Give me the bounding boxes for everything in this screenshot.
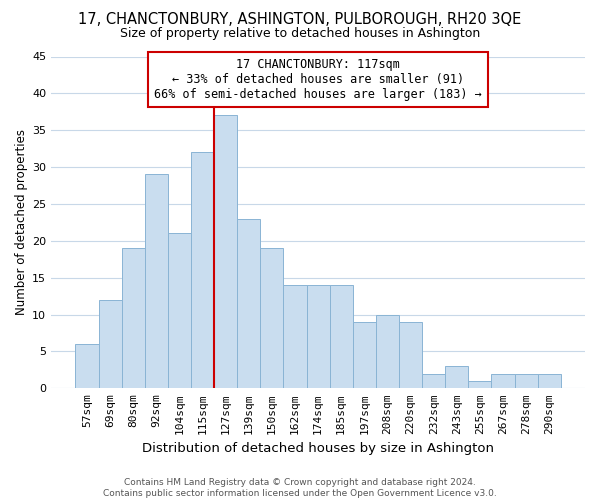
Bar: [422, 374, 445, 388]
Text: Contains HM Land Registry data © Crown copyright and database right 2024.
Contai: Contains HM Land Registry data © Crown c…: [103, 478, 497, 498]
Bar: [491, 374, 515, 388]
Bar: [445, 366, 468, 388]
Bar: [283, 285, 307, 389]
Bar: [538, 374, 561, 388]
Bar: [399, 322, 422, 388]
Bar: [376, 314, 399, 388]
Bar: [515, 374, 538, 388]
Bar: [237, 218, 260, 388]
Bar: [98, 300, 122, 388]
Bar: [122, 248, 145, 388]
Y-axis label: Number of detached properties: Number of detached properties: [15, 130, 28, 316]
X-axis label: Distribution of detached houses by size in Ashington: Distribution of detached houses by size …: [142, 442, 494, 455]
Bar: [145, 174, 168, 388]
Bar: [191, 152, 214, 388]
Bar: [329, 285, 353, 389]
Bar: [468, 381, 491, 388]
Bar: [168, 234, 191, 388]
Bar: [307, 285, 329, 389]
Text: 17, CHANCTONBURY, ASHINGTON, PULBOROUGH, RH20 3QE: 17, CHANCTONBURY, ASHINGTON, PULBOROUGH,…: [79, 12, 521, 28]
Bar: [76, 344, 98, 389]
Bar: [214, 116, 237, 388]
Bar: [353, 322, 376, 388]
Text: Size of property relative to detached houses in Ashington: Size of property relative to detached ho…: [120, 28, 480, 40]
Text: 17 CHANCTONBURY: 117sqm
← 33% of detached houses are smaller (91)
66% of semi-de: 17 CHANCTONBURY: 117sqm ← 33% of detache…: [154, 58, 482, 101]
Bar: [260, 248, 283, 388]
